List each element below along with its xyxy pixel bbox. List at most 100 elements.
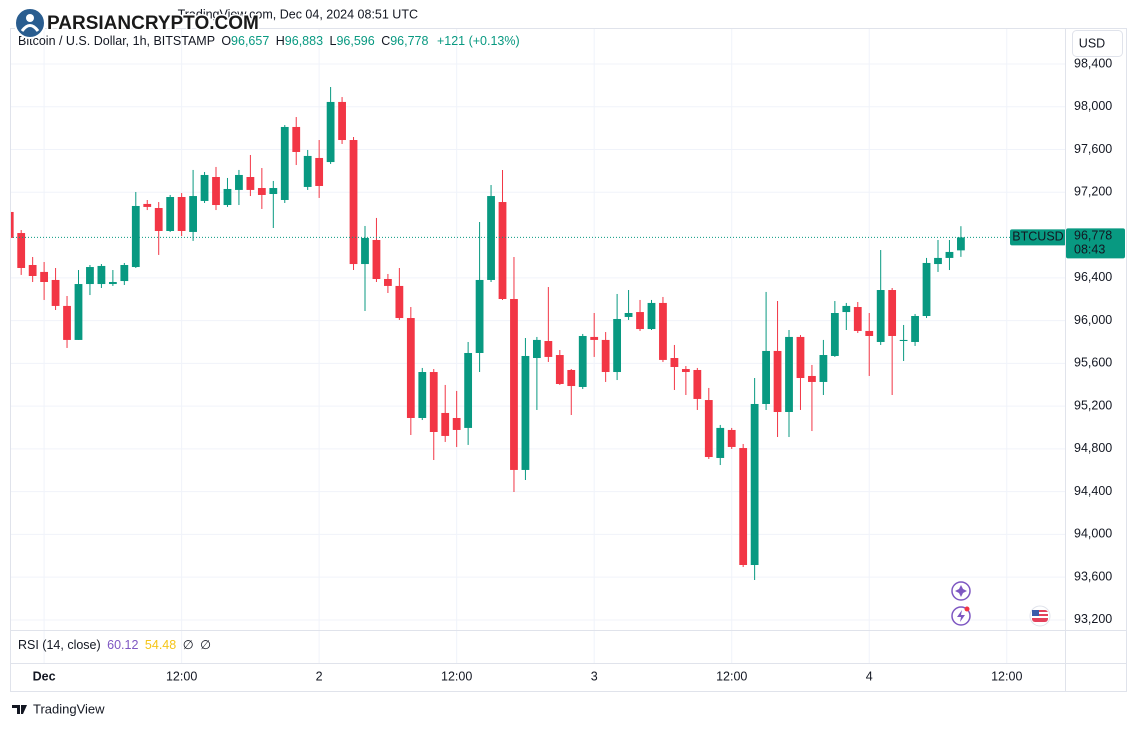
candle-body: [177, 196, 186, 231]
legend-label: L: [330, 34, 337, 48]
candle-body: [636, 312, 644, 330]
candle-body: [842, 305, 851, 313]
candle-body: [716, 427, 725, 458]
country-flag-stripe: [1032, 616, 1048, 618]
candle-body: [154, 208, 163, 231]
event-icon-star: [955, 585, 967, 597]
candle-body: [521, 355, 530, 470]
price-tag: [1066, 228, 1125, 259]
symbol-legend: Bitcoin / U.S. Dollar, 1h, BITSTAMP O96,…: [18, 34, 520, 48]
y-tick-label: 98,400: [1074, 56, 1112, 70]
event-icons: [951, 581, 1051, 627]
currency-label[interactable]: USD: [1079, 36, 1105, 50]
candle-body: [326, 101, 335, 163]
grid-layer: [10, 29, 1065, 663]
candle-body: [796, 336, 805, 379]
candle-body: [143, 203, 152, 207]
candle-body: [189, 196, 197, 232]
candle-body: [578, 335, 587, 387]
y-tick-label: 97,200: [1074, 185, 1112, 199]
candle-body: [510, 298, 518, 470]
currency-button[interactable]: [1072, 30, 1123, 57]
candle-body: [567, 369, 576, 387]
candle-body: [876, 290, 885, 342]
x-tick-label: 12:00: [991, 669, 1022, 683]
candle-body: [785, 336, 793, 413]
rsi-empty: ∅: [183, 638, 194, 652]
y-tick-label: 96,000: [1074, 313, 1112, 327]
candle-body: [544, 341, 553, 357]
candle-body: [292, 126, 301, 152]
candle-body: [647, 302, 656, 330]
watermark-logo: [14, 7, 46, 39]
candle-body: [464, 352, 473, 428]
y-tick-label: 95,600: [1074, 356, 1112, 370]
candle-body: [361, 237, 369, 265]
legend-value: 96,657: [231, 34, 269, 48]
country-flag-canton: [1032, 610, 1039, 616]
y-tick-label: 94,400: [1074, 484, 1112, 498]
candle-body: [338, 101, 346, 141]
y-tick-label: 93,600: [1074, 569, 1112, 583]
candle-body: [498, 202, 507, 299]
footer: TradingView: [12, 701, 105, 716]
candle-body: [487, 196, 495, 280]
candle-body: [888, 290, 897, 336]
candle-body: [384, 279, 392, 286]
legend-label: C: [381, 34, 390, 48]
candle-body: [704, 400, 713, 458]
y-tick-label: 93,200: [1074, 612, 1112, 626]
candle-body: [315, 157, 324, 186]
candle-body: [624, 313, 633, 317]
candle-body: [212, 177, 220, 206]
candle-layer: [10, 86, 965, 580]
legend-value: 96,596: [336, 34, 374, 48]
candle-body: [303, 155, 312, 187]
candle-body: [590, 336, 599, 340]
x-tick-label: 4: [866, 669, 873, 683]
watermark: PARSIANCRYPTO.COM: [14, 7, 260, 39]
candle-body: [830, 313, 839, 356]
candle-body: [532, 339, 541, 359]
watermark-logo-dot: [26, 14, 34, 22]
candle-body: [280, 126, 289, 200]
candle-body: [246, 177, 255, 190]
rsi-value: 54.48: [145, 638, 176, 652]
candle-body: [819, 355, 828, 382]
candle-body: [693, 369, 702, 399]
candle-body: [762, 350, 770, 404]
x-tick-label: 2: [316, 669, 323, 683]
candle-body: [17, 233, 26, 268]
rsi-legend: RSI (14, close) 60.12 54.48 ∅ ∅: [18, 638, 211, 652]
candle-body: [97, 265, 106, 285]
legend-change: +121 (+0.13%): [437, 34, 520, 48]
candle-body: [659, 302, 667, 360]
candle-body: [865, 330, 874, 336]
watermark-text: PARSIANCRYPTO.COM: [47, 13, 259, 34]
x-tick-label: Dec: [33, 669, 56, 683]
candle-body: [349, 140, 358, 265]
rsi-label: RSI (14, close): [18, 638, 101, 652]
watermark-logo-arc: [20, 24, 40, 32]
x-tick-label: 3: [591, 669, 598, 683]
symbol-tag: [1010, 229, 1066, 246]
candle-body: [51, 279, 60, 306]
candle-body: [131, 205, 140, 268]
candle-body: [223, 188, 232, 206]
x-tick-label: 12:00: [166, 669, 197, 683]
candle-body: [200, 174, 209, 201]
published-info: TradingView.com, Dec 04, 2024 08:51 UTC: [178, 7, 418, 21]
candle-body: [166, 196, 175, 231]
candle-body: [120, 264, 129, 282]
price-tag-value: 96,778: [1074, 229, 1112, 243]
y-tick-label: 95,200: [1074, 398, 1112, 412]
footer-logo-dot: [21, 705, 25, 709]
symbol-title: Bitcoin / U.S. Dollar, 1h, BITSTAMP: [18, 34, 215, 48]
candle-body: [555, 355, 564, 384]
candle-body: [441, 412, 450, 436]
candle-body: [235, 174, 243, 190]
chart-frame: [10, 28, 1127, 692]
y-tick-label: 98,000: [1074, 99, 1112, 113]
x-tick-label: 12:00: [441, 669, 472, 683]
footer-brand: TradingView: [33, 701, 105, 716]
